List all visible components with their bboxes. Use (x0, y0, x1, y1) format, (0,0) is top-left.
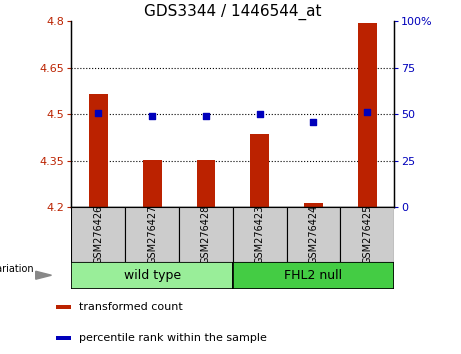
Text: GSM276425: GSM276425 (362, 205, 372, 264)
Bar (125, 207, 179, 262)
Bar (71, 262, 233, 289)
Point (202, 113, 210, 119)
Bar (143, 160, 161, 207)
Point (310, 119, 317, 125)
Text: genotype/variation: genotype/variation (0, 264, 34, 274)
Bar (89, 94, 108, 207)
Bar (56, 305, 71, 309)
Bar (196, 160, 215, 207)
Text: GSM276423: GSM276423 (254, 205, 265, 264)
Bar (250, 134, 269, 207)
Bar (233, 207, 287, 262)
Bar (233, 262, 394, 289)
Bar (340, 207, 394, 262)
Point (148, 113, 156, 119)
Text: transformed count: transformed count (79, 302, 183, 312)
Polygon shape (36, 271, 52, 279)
Bar (56, 336, 71, 339)
Text: GSM276426: GSM276426 (93, 205, 103, 264)
Bar (71, 207, 125, 262)
Bar (358, 23, 377, 207)
Bar (179, 207, 233, 262)
Text: wild type: wild type (124, 269, 181, 282)
Bar (287, 207, 340, 262)
Text: FHL2 null: FHL2 null (284, 269, 343, 282)
Text: GSM276428: GSM276428 (201, 205, 211, 264)
Point (256, 111, 263, 117)
Point (364, 109, 371, 115)
Text: GSM276424: GSM276424 (308, 205, 319, 264)
Title: GDS3344 / 1446544_at: GDS3344 / 1446544_at (144, 4, 322, 20)
Text: GSM276427: GSM276427 (147, 205, 157, 264)
Text: percentile rank within the sample: percentile rank within the sample (79, 333, 267, 343)
Bar (304, 204, 323, 207)
Point (95, 110, 102, 116)
